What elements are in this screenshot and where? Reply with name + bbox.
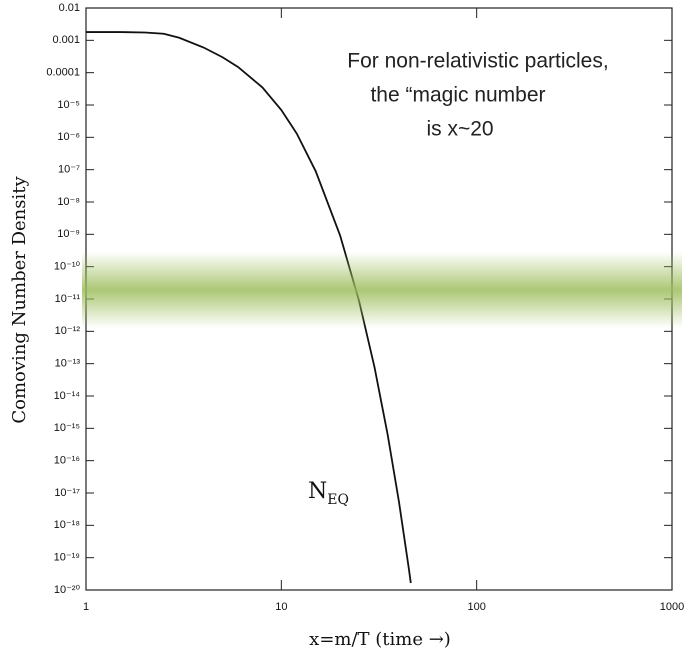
y-tick-label: 10⁻⁹ bbox=[57, 228, 80, 240]
data-line bbox=[86, 31, 412, 584]
y-tick-label: 10⁻⁷ bbox=[58, 164, 80, 176]
annotation-line: the “magic number bbox=[370, 84, 545, 107]
annotation-line: For non-relativistic particles, bbox=[347, 50, 608, 73]
x-tick-label: 1 bbox=[83, 601, 89, 613]
y-tick-label: 10⁻¹⁵ bbox=[54, 422, 80, 434]
y-tick-label: 10⁻¹⁹ bbox=[54, 552, 80, 564]
y-tick-label: 10⁻¹³ bbox=[55, 358, 81, 370]
curve-label: NEQ bbox=[308, 479, 349, 508]
y-axis-label: Comoving Number Density bbox=[9, 176, 30, 424]
y-tick-label: 10⁻¹¹ bbox=[55, 293, 81, 305]
annotation-line: is x~20 bbox=[426, 118, 493, 141]
y-tick-label: 10⁻¹⁰ bbox=[54, 261, 81, 273]
y-tick-label: 0.0001 bbox=[46, 67, 80, 79]
y-tick-label: 10⁻²⁰ bbox=[54, 584, 81, 596]
x-axis-label: x=m/T (time →) bbox=[309, 629, 451, 650]
y-tick-label: 10⁻¹⁸ bbox=[54, 519, 80, 531]
y-tick-label: 0.01 bbox=[59, 2, 80, 14]
y-tick-label: 10⁻¹⁶ bbox=[54, 455, 80, 467]
curve-label-subscript: EQ bbox=[327, 492, 349, 508]
curve-label-main: N bbox=[308, 479, 327, 504]
y-tick-label: 10⁻⁵ bbox=[57, 99, 80, 111]
highlight-band bbox=[82, 252, 682, 328]
y-tick-label: 10⁻¹⁴ bbox=[54, 390, 81, 402]
y-tick-label: 10⁻¹² bbox=[55, 325, 81, 337]
y-tick-label: 10⁻¹⁷ bbox=[54, 487, 80, 499]
x-tick-label: 10 bbox=[275, 601, 287, 613]
y-tick-label: 10⁻⁶ bbox=[57, 131, 80, 143]
y-tick-label: 10⁻⁸ bbox=[57, 196, 80, 208]
x-tick-label: 1000 bbox=[660, 601, 684, 613]
x-tick-label: 100 bbox=[467, 601, 485, 613]
y-tick-label: 0.001 bbox=[52, 34, 80, 46]
